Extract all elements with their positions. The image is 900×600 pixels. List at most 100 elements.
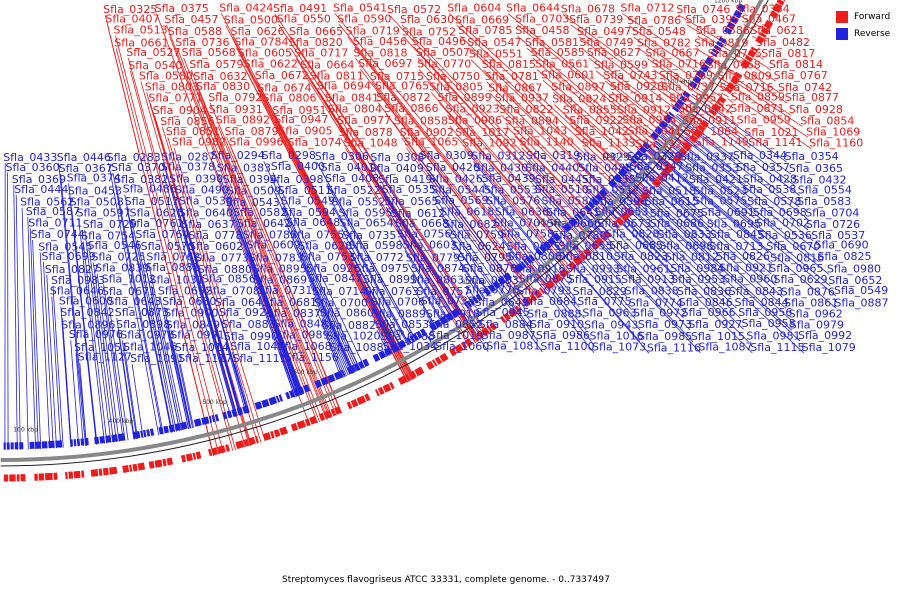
reverse-feature-label: Sfla_0530 bbox=[179, 195, 233, 208]
reverse-feature-connector bbox=[621, 179, 722, 274]
reverse-feature-label: Sfla_0958 bbox=[742, 317, 796, 330]
reverse-feature-connector bbox=[435, 205, 497, 291]
reverse-feature bbox=[598, 188, 608, 198]
forward-feature-label: Sfla_0912 bbox=[617, 104, 671, 117]
forward-feature-label: Sfla_0782 bbox=[637, 37, 691, 50]
reverse-feature bbox=[713, 44, 722, 52]
reverse-feature-connector bbox=[554, 243, 641, 343]
reverse-feature-connector bbox=[179, 363, 194, 428]
reverse-feature-label: Sfla_0578 bbox=[747, 195, 801, 208]
reverse-feature bbox=[692, 75, 702, 84]
reverse-feature-connector bbox=[412, 273, 444, 326]
forward-feature bbox=[248, 436, 256, 446]
forward-feature bbox=[615, 217, 625, 226]
forward-feature-connector bbox=[329, 114, 476, 344]
reverse-feature-label: Sfla_0666 bbox=[547, 217, 601, 230]
reverse-feature-connector bbox=[180, 218, 238, 417]
reverse-feature-connector bbox=[130, 228, 173, 433]
reverse-feature bbox=[180, 421, 188, 430]
reverse-feature-label: Sfla_0549 bbox=[834, 284, 888, 297]
reverse-feature-connector bbox=[675, 115, 736, 162]
forward-feature-label: Sfla_0716 bbox=[652, 58, 706, 71]
forward-feature bbox=[404, 373, 412, 382]
forward-feature-label: Sfla_0622 bbox=[244, 58, 298, 71]
reverse-feature-label: Sfla_0620 bbox=[130, 207, 184, 220]
reverse-feature-connector bbox=[659, 135, 830, 275]
forward-feature-connector bbox=[115, 48, 220, 455]
reverse-feature-label: Sfla_0795 bbox=[458, 251, 512, 264]
reverse-feature-connector bbox=[60, 306, 72, 448]
forward-feature-label: Sfla_0715 bbox=[370, 70, 424, 83]
forward-feature-label: Sfla_0781 bbox=[485, 70, 539, 83]
forward-feature-connector bbox=[697, 35, 749, 68]
reverse-feature-connector bbox=[309, 284, 351, 375]
forward-feature bbox=[211, 447, 219, 456]
reverse-feature-connector bbox=[536, 194, 570, 232]
reverse-feature-connector bbox=[432, 195, 500, 288]
forward-feature-connector bbox=[217, 125, 337, 416]
reverse-feature bbox=[632, 153, 641, 162]
reverse-feature-label: Sfla_0511 bbox=[278, 184, 332, 197]
reverse-feature-label: Sfla_0918 bbox=[426, 308, 480, 321]
reverse-feature-connector bbox=[577, 162, 610, 194]
reverse-feature bbox=[539, 244, 547, 253]
reverse-feature-connector bbox=[606, 194, 744, 330]
reverse-feature bbox=[688, 80, 698, 90]
reverse-feature-connector bbox=[631, 168, 713, 241]
forward-feature bbox=[217, 445, 226, 454]
forward-feature bbox=[724, 86, 733, 94]
forward-feature bbox=[309, 415, 318, 425]
scale-tick-label: 800 kbp bbox=[462, 279, 487, 286]
forward-feature bbox=[389, 381, 395, 390]
reverse-feature-label: Sfla_0921 bbox=[719, 261, 773, 274]
reverse-feature-label: Sfla_0853 bbox=[375, 318, 429, 331]
forward-feature bbox=[180, 454, 187, 463]
reverse-feature-label: Sfla_0775 bbox=[577, 295, 631, 308]
reverse-feature-connector bbox=[171, 340, 192, 429]
reverse-feature-connector bbox=[228, 196, 304, 395]
reverse-feature-label: Sfla_0816 bbox=[770, 252, 824, 265]
reverse-feature-connector bbox=[383, 194, 461, 316]
forward-feature-connector bbox=[401, 24, 607, 242]
forward-feature bbox=[73, 470, 81, 479]
reverse-feature-connector bbox=[313, 296, 349, 376]
reverse-feature-label: Sfla_0455 bbox=[582, 173, 636, 186]
reverse-feature-label: Sfla_0960 bbox=[723, 273, 777, 286]
forward-feature bbox=[711, 103, 721, 113]
reverse-feature-connector bbox=[535, 259, 585, 319]
reverse-feature-label: Sfla_0596 bbox=[593, 195, 647, 208]
forward-feature-label: Sfla_0902 bbox=[400, 126, 454, 139]
reverse-feature-label: Sfla_0793 bbox=[517, 284, 571, 297]
reverse-feature-label: Sfla_1068 bbox=[278, 340, 332, 353]
reverse-feature-connector bbox=[151, 285, 182, 431]
forward-feature-label: Sfla_0407 bbox=[105, 13, 159, 26]
reverse-feature-connector bbox=[308, 273, 354, 374]
reverse-feature-connector bbox=[327, 341, 344, 378]
forward-feature bbox=[350, 398, 359, 408]
reverse-feature-label: Sfla_0744 bbox=[31, 228, 85, 241]
reverse-feature-label: Sfla_0910 bbox=[530, 318, 584, 331]
reverse-feature-label: Sfla_0535 bbox=[382, 183, 436, 196]
reverse-feature-label: Sfla_1046 bbox=[123, 340, 177, 353]
forward-feature-connector bbox=[745, 70, 781, 94]
reverse-feature bbox=[416, 330, 423, 339]
reverse-feature-label: Sfla_0883 bbox=[222, 318, 276, 331]
forward-feature-label: Sfla_0739 bbox=[569, 13, 623, 26]
reverse-feature-connector bbox=[459, 262, 485, 299]
reverse-feature-connector bbox=[453, 251, 486, 299]
reverse-feature-label: Sfla_0778 bbox=[188, 229, 242, 242]
reverse-feature bbox=[285, 391, 291, 400]
reverse-feature-label: Sfla_0779 bbox=[406, 252, 460, 265]
reverse-feature-label: Sfla_0829 bbox=[573, 285, 627, 298]
reverse-feature-connector bbox=[248, 250, 303, 395]
forward-feature-label: Sfla_0820 bbox=[289, 36, 343, 49]
reverse-feature-connector bbox=[473, 305, 477, 309]
reverse-feature-label: Sfla_0283 bbox=[107, 151, 161, 164]
reverse-feature-label: Sfla_0595 bbox=[339, 206, 393, 219]
reverse-feature-connector bbox=[350, 250, 403, 350]
reverse-feature-connector bbox=[333, 207, 409, 346]
forward-feature-connector bbox=[459, 35, 641, 207]
reverse-feature-label: Sfla_0827 bbox=[45, 263, 99, 276]
forward-feature bbox=[645, 188, 653, 196]
reverse-feature-label: Sfla_0522 bbox=[327, 184, 381, 197]
